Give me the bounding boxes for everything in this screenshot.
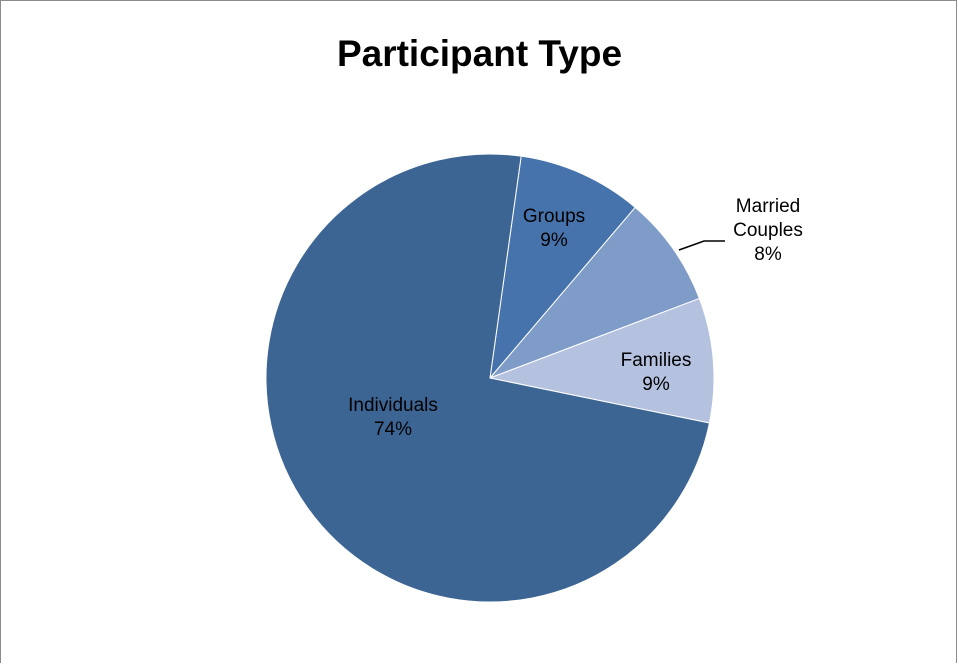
- leader-line-married-couples: [678, 240, 725, 251]
- slice-label-families: Families 9%: [621, 350, 692, 395]
- pie-slice-families: [488, 297, 715, 424]
- chart-title: Participant Type: [336, 33, 623, 74]
- pie-slice-groups: [489, 155, 636, 380]
- pie-slice-individuals: [265, 153, 711, 603]
- slice-label-individuals: Individuals 74%: [348, 395, 438, 440]
- pie-slice-married-couples: [489, 206, 701, 379]
- slice-label-groups: Groups 9%: [523, 206, 585, 251]
- slice-label-married-couples: Married Couples 8%: [733, 196, 803, 265]
